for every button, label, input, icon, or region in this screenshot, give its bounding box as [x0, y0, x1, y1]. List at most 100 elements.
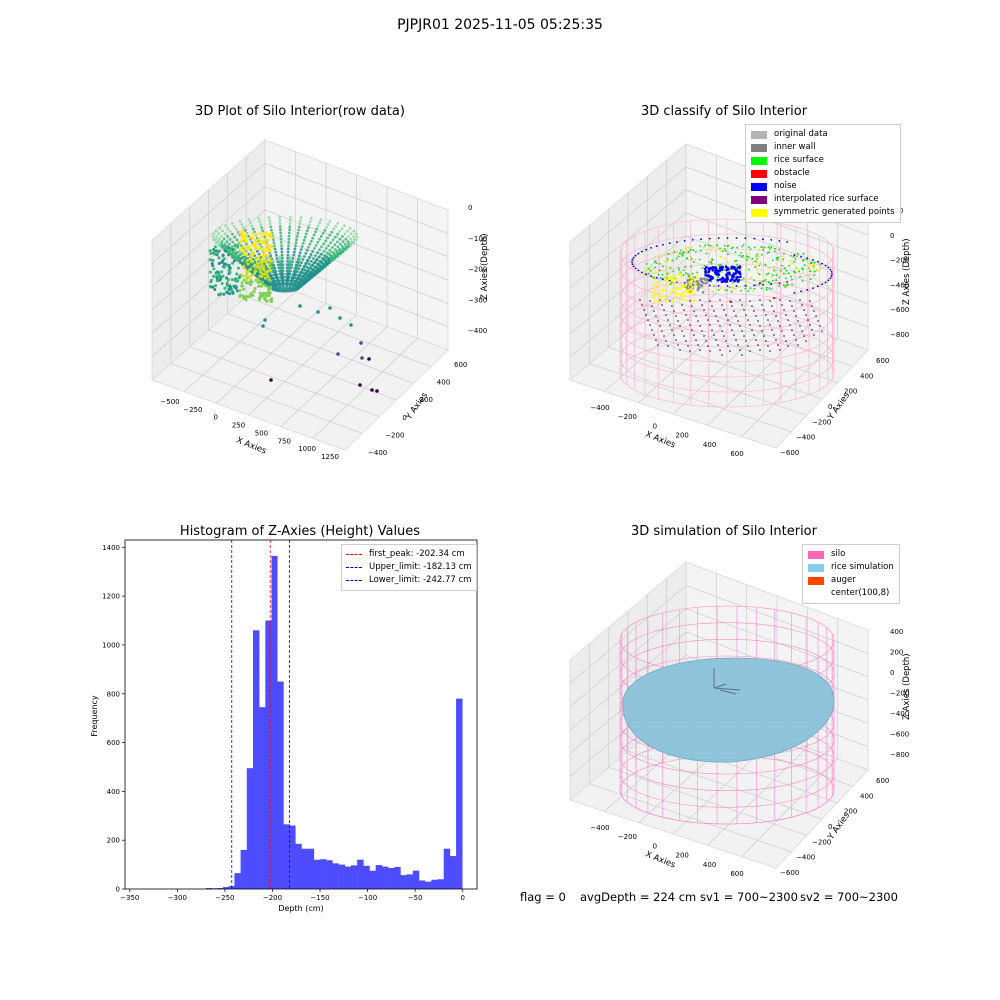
status-avg-depth: avgDepth = 224 cm [580, 890, 697, 904]
data-point [215, 276, 219, 280]
data-point [343, 232, 347, 236]
data-point [679, 273, 682, 276]
data-point [238, 274, 242, 278]
y-tick-label: −200 [812, 838, 831, 846]
data-point [670, 276, 673, 280]
data-point [736, 275, 739, 279]
data-point [280, 289, 284, 293]
data-point [264, 247, 268, 251]
data-point [682, 274, 685, 276]
data-point [278, 269, 281, 273]
data-point [679, 349, 681, 351]
data-point [293, 266, 297, 270]
data-point [228, 237, 232, 241]
data-point [269, 234, 273, 238]
data-point [327, 257, 331, 261]
data-point [779, 299, 781, 301]
status-flag: flag = 0 [520, 890, 566, 904]
classify-plot-title: 3D classify of Silo Interior [640, 104, 808, 119]
data-point [730, 247, 733, 250]
data-point [272, 241, 276, 245]
histogram-bar [425, 881, 432, 889]
data-point [645, 314, 647, 316]
data-point [805, 340, 807, 342]
data-point [297, 285, 301, 289]
z-tick-label: 0 [468, 204, 472, 212]
data-point [773, 265, 775, 268]
data-point [284, 279, 288, 282]
histogram-y-ticks: 0 200 400 600 800 1000 1200 1400 [102, 544, 125, 894]
data-point [712, 290, 714, 293]
data-point [256, 278, 260, 282]
data-point [700, 238, 702, 241]
data-point [235, 272, 239, 276]
data-point [755, 339, 757, 341]
data-point [727, 253, 729, 256]
data-point [791, 262, 793, 265]
data-point [696, 271, 699, 274]
data-point [705, 266, 708, 269]
data-point [690, 286, 694, 289]
data-point [347, 235, 350, 238]
data-point [799, 325, 801, 327]
grid-line [151, 162, 449, 264]
data-point [279, 279, 283, 282]
status-sv1: sv1 = 700~2300 [700, 890, 798, 904]
data-point [674, 292, 677, 295]
data-point [751, 329, 753, 331]
histogram-title: Histogram of Z-Axies (Height) Values [179, 524, 421, 539]
data-point [658, 269, 661, 272]
data-point [217, 237, 221, 241]
data-point [725, 314, 727, 316]
data-point [261, 324, 265, 328]
data-point [767, 272, 770, 275]
data-point [317, 255, 321, 259]
data-point [733, 279, 736, 283]
data-point [704, 274, 707, 277]
data-point [275, 253, 278, 257]
data-point [750, 276, 753, 279]
data-point [306, 226, 310, 230]
data-point [732, 286, 734, 289]
data-point [243, 253, 246, 257]
data-point [756, 271, 759, 274]
data-point [747, 252, 750, 255]
legend-label: silo [831, 549, 846, 559]
data-point [309, 217, 313, 220]
data-point [251, 294, 255, 298]
data-point [767, 319, 769, 321]
data-point [282, 289, 286, 293]
data-point [332, 252, 336, 256]
x-tick-label: 0 [653, 422, 657, 430]
legend-item: Lower_limit: -242.77 cm [346, 574, 472, 587]
data-point [643, 309, 645, 311]
data-point [788, 264, 790, 267]
legend-label: Upper_limit: -182.13 cm [369, 562, 472, 572]
data-point [678, 269, 680, 271]
data-point [695, 276, 698, 280]
data-point [765, 273, 768, 276]
data-point [813, 334, 815, 336]
data-point [260, 257, 264, 261]
data-point [699, 299, 701, 301]
data-point [811, 265, 814, 267]
data-point [769, 300, 771, 302]
data-point [641, 304, 643, 306]
data-point [681, 304, 683, 306]
y-tick-label: −400 [368, 449, 387, 457]
data-point [220, 235, 223, 238]
data-point [273, 266, 277, 270]
data-point [745, 314, 747, 316]
data-point [252, 264, 256, 268]
data-point [340, 227, 344, 231]
data-point [346, 229, 349, 233]
data-point [694, 282, 697, 285]
data-point [791, 305, 793, 307]
data-point [289, 279, 293, 283]
data-point [261, 241, 265, 245]
z-tick-label: −400 [890, 281, 909, 289]
data-point [328, 220, 332, 223]
data-point [691, 289, 694, 293]
data-point [789, 324, 791, 326]
data-point [359, 341, 363, 345]
